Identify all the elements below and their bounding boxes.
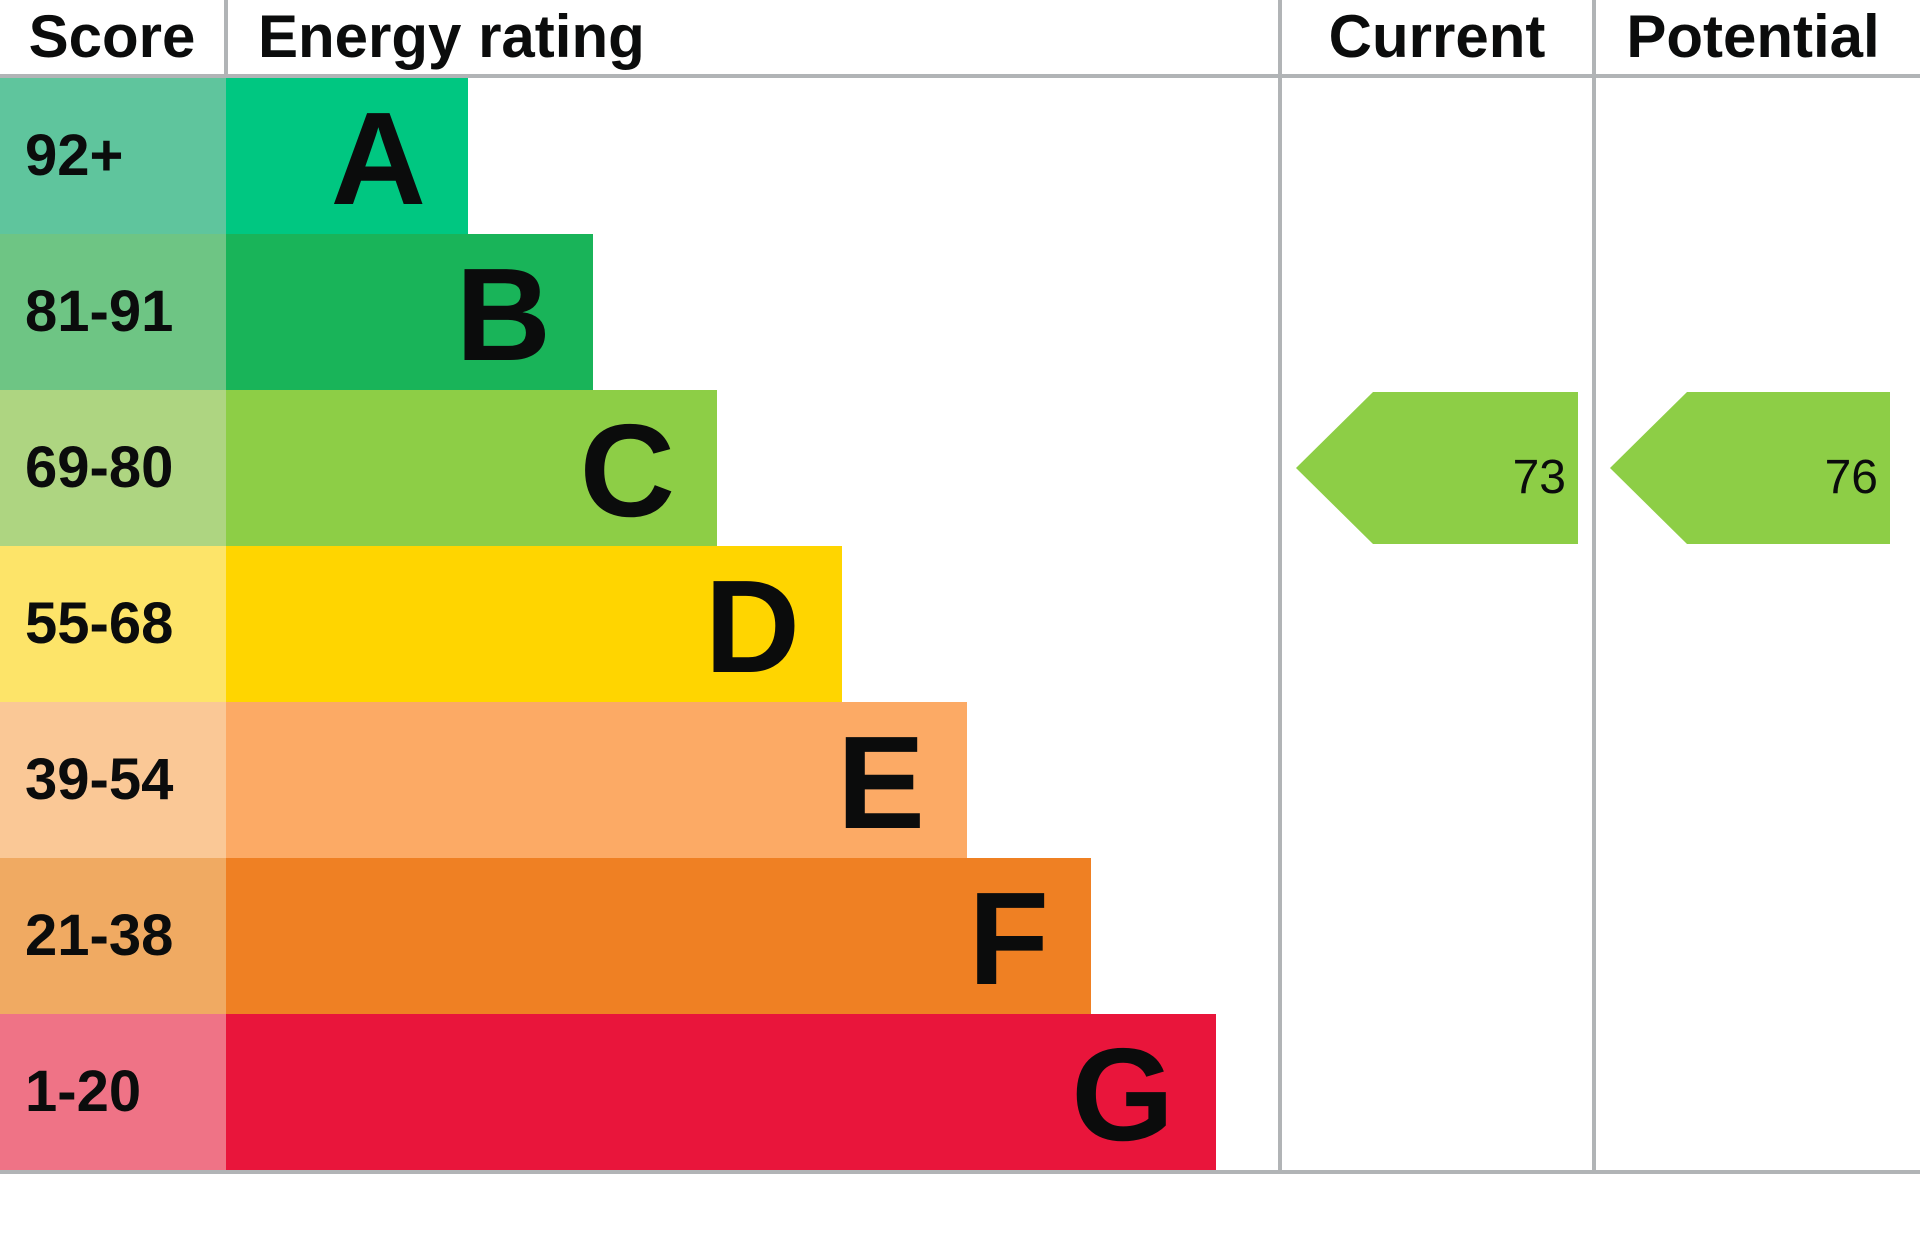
header-energy-rating: Energy rating (258, 3, 645, 70)
header-bottom-line (0, 74, 1920, 78)
table-bottom-line (0, 1170, 1920, 1174)
rating-bar: B (226, 234, 593, 390)
score-cell: 39-54 (0, 702, 226, 858)
score-range-label: 55-68 (25, 591, 174, 656)
score-range-label: 39-54 (25, 747, 174, 812)
band-row-d: 55-68 D (0, 546, 1278, 702)
score-range-label: 21-38 (25, 903, 174, 968)
band-row-f: 21-38 F (0, 858, 1278, 1014)
band-letter: B (455, 241, 551, 388)
header-potential: Potential (1626, 3, 1880, 70)
score-cell: 81-91 (0, 234, 226, 390)
current-rating-arrow: 73 (1296, 392, 1578, 544)
band-row-g: 1-20 G (0, 1014, 1278, 1170)
score-range-label: 81-91 (25, 279, 174, 344)
band-letter: D (704, 553, 800, 700)
potential-rating-arrow: 76 (1610, 392, 1890, 544)
band-letter: E (836, 709, 925, 856)
score-range-label: 92+ (25, 123, 124, 188)
score-range-label: 69-80 (25, 435, 174, 500)
band-letter: F (968, 865, 1049, 1012)
score-cell: 69-80 (0, 390, 226, 546)
rating-bar: E (226, 702, 967, 858)
band-row-b: 81-91 B (0, 234, 1278, 390)
band-letter: G (1071, 1021, 1174, 1168)
potential-column-divider (1592, 0, 1596, 1174)
current-column-divider (1278, 0, 1282, 1174)
rating-bar: C (226, 390, 717, 546)
score-cell: 1-20 (0, 1014, 226, 1170)
rating-bar: F (226, 858, 1091, 1014)
score-cell: 92+ (0, 78, 226, 234)
score-header-divider (224, 0, 228, 74)
potential-rating-value: 76 (1824, 451, 1878, 504)
rating-bar: D (226, 546, 842, 702)
score-cell: 55-68 (0, 546, 226, 702)
score-range-label: 1-20 (25, 1059, 142, 1124)
band-row-a: 92+ A (0, 78, 1278, 234)
band-letter: A (330, 85, 426, 232)
band-letter: C (579, 397, 675, 544)
band-row-e: 39-54 E (0, 702, 1278, 858)
rating-bar: A (226, 78, 468, 234)
header-current: Current (1328, 3, 1546, 70)
rating-bands: 92+ A 81-91 B 69-80 C 55-68 (0, 78, 1278, 1170)
rating-bar: G (226, 1014, 1216, 1170)
score-cell: 21-38 (0, 858, 226, 1014)
current-rating-value: 73 (1512, 451, 1566, 504)
header-score: Score (28, 3, 196, 70)
band-row-c: 69-80 C (0, 390, 1278, 546)
